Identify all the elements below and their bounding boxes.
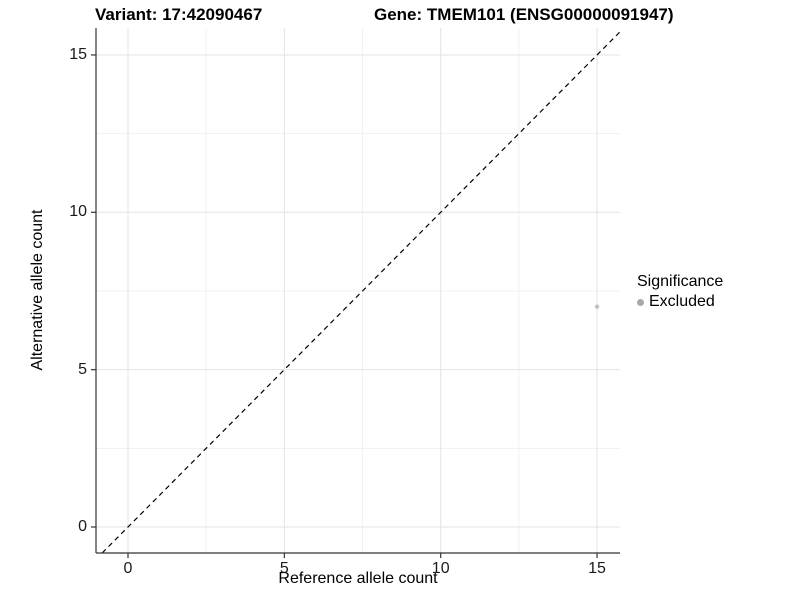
plot-title-gene: Gene: TMEM101 (ENSG00000091947) [374,5,674,24]
y-axis-label: Alternative allele count [29,209,46,371]
data-point [594,304,600,309]
x-axis-label: Reference allele count [278,570,438,587]
x-tick-label: 10 [431,560,450,577]
legend-item-excluded: Excluded [637,293,723,311]
legend-point-icon [637,298,644,306]
y-tick-label: 5 [78,360,87,378]
x-tick-label: 5 [279,560,289,577]
identity-reference-line [101,31,621,554]
legend: Significance Excluded [637,273,723,311]
x-tick-label: 0 [123,560,133,577]
legend-item-label: Excluded [649,293,715,310]
x-tick-label: 15 [588,560,606,577]
y-tick-label: 10 [69,203,87,221]
legend-title: Significance [637,273,724,290]
y-tick-label: 0 [78,518,87,535]
plot-title-variant: Variant: 17:42090467 [95,5,263,24]
y-tick-label: 15 [69,45,87,63]
